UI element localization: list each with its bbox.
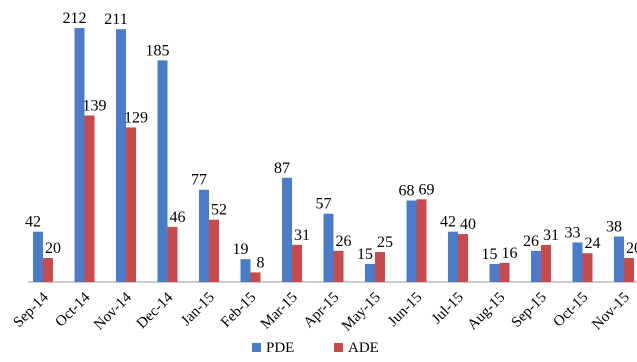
data-label-pde-oct-15: 33 bbox=[565, 224, 581, 241]
data-label-ade-jun-15: 69 bbox=[419, 181, 435, 198]
bar-ade-oct-15 bbox=[582, 253, 593, 282]
legend-label-ade: ADE bbox=[348, 340, 379, 356]
x-tick-label: Nov-15 bbox=[589, 290, 633, 334]
data-label-pde-mar-15: 87 bbox=[274, 160, 290, 177]
data-label-ade-nov-15: 20 bbox=[626, 240, 637, 257]
data-label-ade-nov-14: 129 bbox=[124, 109, 148, 126]
bar-ade-dec-14 bbox=[167, 226, 178, 282]
x-tick-label: Sep-15 bbox=[508, 290, 549, 331]
x-tick-label: Nov-14 bbox=[91, 289, 135, 333]
bar-ade-apr-15 bbox=[333, 250, 344, 282]
x-tick-label: Apr-15 bbox=[301, 290, 343, 332]
data-label-pde-aug-15: 15 bbox=[482, 246, 498, 263]
x-tick-label: Jul-15 bbox=[429, 290, 467, 328]
bar-pde-dec-14 bbox=[157, 60, 168, 282]
data-label-ade-may-15: 25 bbox=[377, 234, 393, 251]
x-tick-label: Jan-15 bbox=[178, 290, 218, 330]
data-label-pde-jan-15: 77 bbox=[191, 172, 207, 189]
x-tick-label: May-15 bbox=[339, 290, 384, 335]
bar-ade-jun-15 bbox=[416, 199, 427, 282]
bar-pde-jan-15 bbox=[199, 189, 209, 282]
bar-ade-feb-15 bbox=[250, 272, 261, 282]
data-label-ade-feb-15: 8 bbox=[257, 254, 265, 271]
bar-ade-aug-15 bbox=[499, 262, 510, 282]
data-label-pde-jun-15: 68 bbox=[399, 183, 415, 200]
data-label-ade-jul-15: 40 bbox=[460, 216, 476, 233]
x-tick-label: Sep-14 bbox=[10, 289, 52, 331]
data-label-pde-may-15: 15 bbox=[357, 246, 373, 263]
bar-ade-oct-14 bbox=[84, 115, 95, 282]
data-label-pde-apr-15: 57 bbox=[316, 196, 332, 213]
bar-pde-feb-15 bbox=[240, 259, 251, 282]
data-label-ade-aug-15: 16 bbox=[502, 245, 518, 262]
legend: PDE ADE bbox=[252, 340, 379, 356]
data-label-ade-apr-15: 26 bbox=[336, 233, 352, 250]
data-label-pde-nov-15: 38 bbox=[606, 218, 622, 235]
legend-swatch-pde bbox=[252, 343, 261, 352]
data-label-group: 4220212139211129185467752198873157261525… bbox=[25, 10, 637, 271]
bar-pde-jun-15 bbox=[406, 200, 417, 282]
data-label-ade-oct-14: 139 bbox=[83, 97, 107, 114]
data-label-pde-sep-14: 42 bbox=[25, 214, 41, 231]
data-label-ade-jan-15: 52 bbox=[211, 202, 227, 219]
data-label-ade-oct-15: 24 bbox=[585, 235, 601, 252]
bar-ade-sep-15 bbox=[541, 244, 551, 282]
x-tick-label: Feb-15 bbox=[218, 290, 259, 331]
legend-swatch-ade bbox=[334, 343, 343, 352]
bar-pde-may-15 bbox=[365, 264, 375, 282]
x-tick-label: Oct-15 bbox=[551, 290, 592, 331]
data-label-pde-feb-15: 19 bbox=[233, 241, 249, 258]
data-label-pde-sep-15: 26 bbox=[523, 233, 539, 250]
bar-pde-nov-14 bbox=[116, 29, 126, 282]
bar-pde-jul-15 bbox=[448, 231, 458, 282]
x-tick-label: Mar-15 bbox=[258, 290, 301, 333]
bar-pde-mar-15 bbox=[282, 177, 292, 282]
data-label-ade-dec-14: 46 bbox=[170, 209, 186, 226]
data-label-ade-sep-15: 31 bbox=[543, 227, 559, 244]
data-label-pde-dec-14: 185 bbox=[146, 42, 170, 59]
bar-pde-oct-15 bbox=[572, 242, 583, 282]
bar-ade-mar-15 bbox=[292, 244, 302, 282]
x-tick-label: Aug-15 bbox=[465, 290, 509, 334]
bar-pde-sep-15 bbox=[531, 250, 541, 282]
data-label-pde-nov-14: 211 bbox=[104, 11, 127, 28]
x-tick-label: Oct-14 bbox=[53, 289, 94, 330]
data-label-ade-mar-15: 31 bbox=[294, 227, 310, 244]
bar-group bbox=[33, 28, 634, 283]
legend-label-pde: PDE bbox=[266, 340, 294, 356]
data-label-pde-jul-15: 42 bbox=[440, 214, 456, 231]
bar-ade-may-15 bbox=[375, 252, 385, 282]
data-label-pde-oct-14: 212 bbox=[63, 10, 87, 27]
bar-pde-aug-15 bbox=[489, 264, 500, 282]
bar-ade-nov-15 bbox=[624, 258, 634, 282]
bar-pde-sep-14 bbox=[33, 231, 43, 282]
x-tick-label: Dec-14 bbox=[134, 289, 177, 332]
bar-pde-apr-15 bbox=[323, 213, 334, 282]
bar-ade-jan-15 bbox=[209, 219, 219, 282]
x-tick-label: Jun-15 bbox=[385, 290, 425, 330]
bar-pde-nov-15 bbox=[614, 236, 624, 282]
bar-ade-jul-15 bbox=[458, 234, 468, 282]
data-label-ade-sep-14: 20 bbox=[45, 240, 61, 257]
bar-ade-nov-14 bbox=[126, 127, 136, 283]
bar-pde-oct-14 bbox=[74, 28, 85, 282]
bar-ade-sep-14 bbox=[43, 258, 53, 282]
